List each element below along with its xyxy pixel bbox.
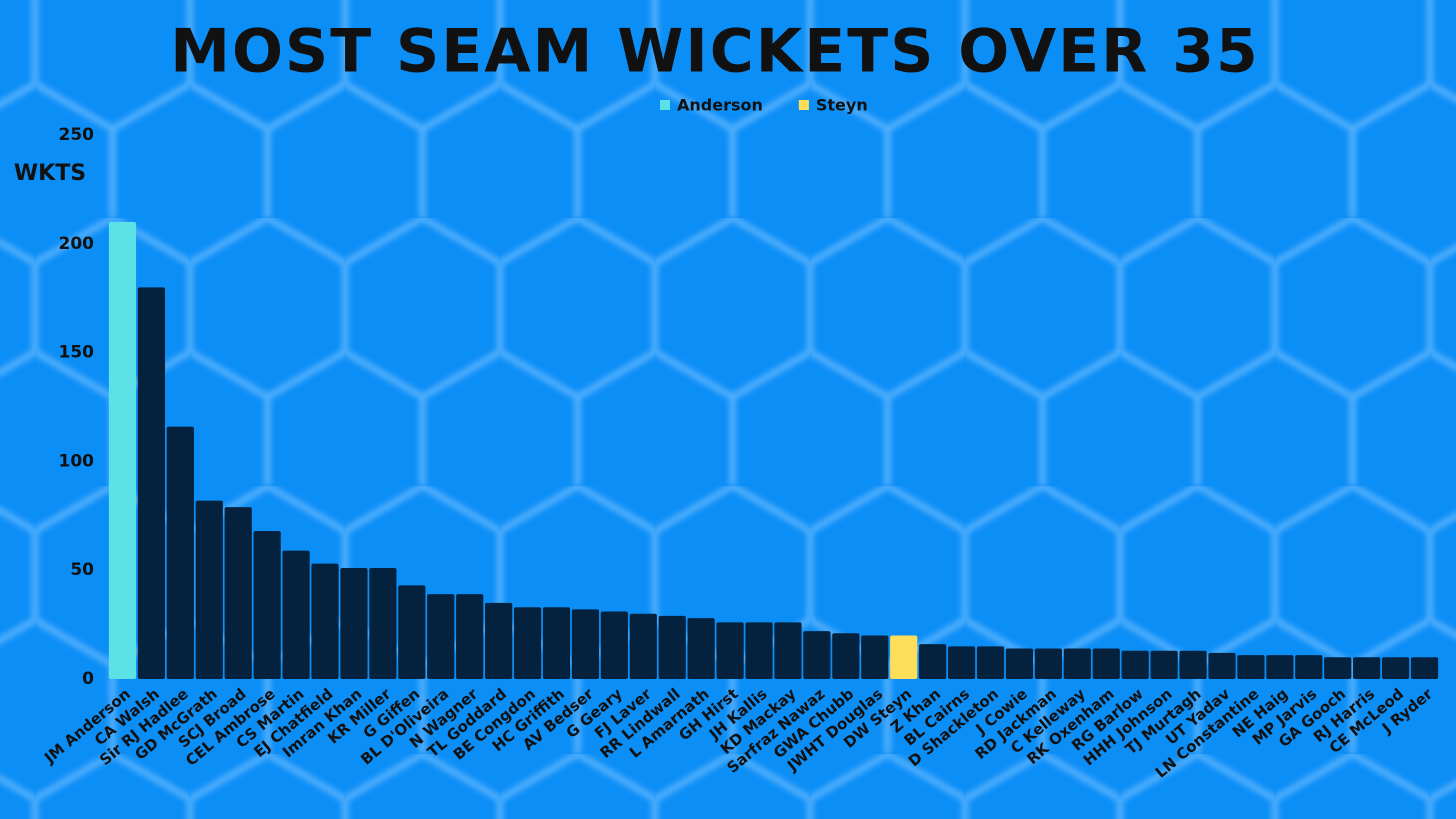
y-tick-label: 150 <box>59 343 95 363</box>
bar <box>1295 655 1323 679</box>
bar <box>166 426 194 679</box>
y-tick-label: 100 <box>59 451 95 471</box>
bar <box>1208 652 1236 679</box>
bar <box>803 631 831 679</box>
bar <box>716 622 744 679</box>
bar <box>398 585 426 679</box>
y-tick-label: 0 <box>82 669 94 689</box>
bar <box>687 618 715 679</box>
legend-swatch <box>798 100 809 110</box>
bar <box>832 633 860 679</box>
y-tick-label: 250 <box>59 125 95 145</box>
bar <box>1237 655 1265 679</box>
bar <box>1353 657 1381 679</box>
bar <box>1324 657 1352 679</box>
bar <box>571 609 600 679</box>
bar <box>1266 655 1294 679</box>
y-tick-label: 50 <box>70 560 94 580</box>
bar <box>456 594 484 679</box>
bar <box>629 613 657 679</box>
y-axis-label: WKTS <box>14 161 86 186</box>
bar <box>108 222 137 680</box>
bar <box>513 607 542 679</box>
bar <box>976 646 1005 679</box>
chart-title: MOST SEAM WICKETS OVER 35 <box>170 17 1259 87</box>
bar <box>137 287 166 679</box>
bar <box>282 550 310 679</box>
bar <box>1150 650 1178 679</box>
bar <box>774 622 802 679</box>
bar <box>311 563 339 679</box>
bar <box>861 635 889 679</box>
legend-label: Steyn <box>816 96 868 115</box>
bar <box>1410 657 1439 679</box>
bar <box>947 646 976 679</box>
legend-swatch <box>660 100 670 110</box>
bar <box>1063 648 1091 679</box>
bar <box>542 607 571 679</box>
bar <box>195 500 223 679</box>
bar <box>890 635 918 679</box>
bar <box>224 507 252 679</box>
bar <box>1034 648 1062 679</box>
bar <box>658 615 686 679</box>
bar <box>340 568 368 679</box>
bar <box>600 611 628 679</box>
bar <box>1092 648 1120 679</box>
bar <box>919 644 947 679</box>
bar <box>1381 657 1410 679</box>
y-tick-label: 200 <box>59 234 95 254</box>
bar <box>745 622 773 679</box>
bar <box>1121 650 1149 679</box>
bar <box>427 594 455 679</box>
bar <box>1005 648 1034 679</box>
legend-label: Anderson <box>677 96 763 115</box>
bar <box>369 568 397 679</box>
bar <box>1179 650 1207 679</box>
bar <box>485 602 513 679</box>
bar <box>253 531 281 679</box>
